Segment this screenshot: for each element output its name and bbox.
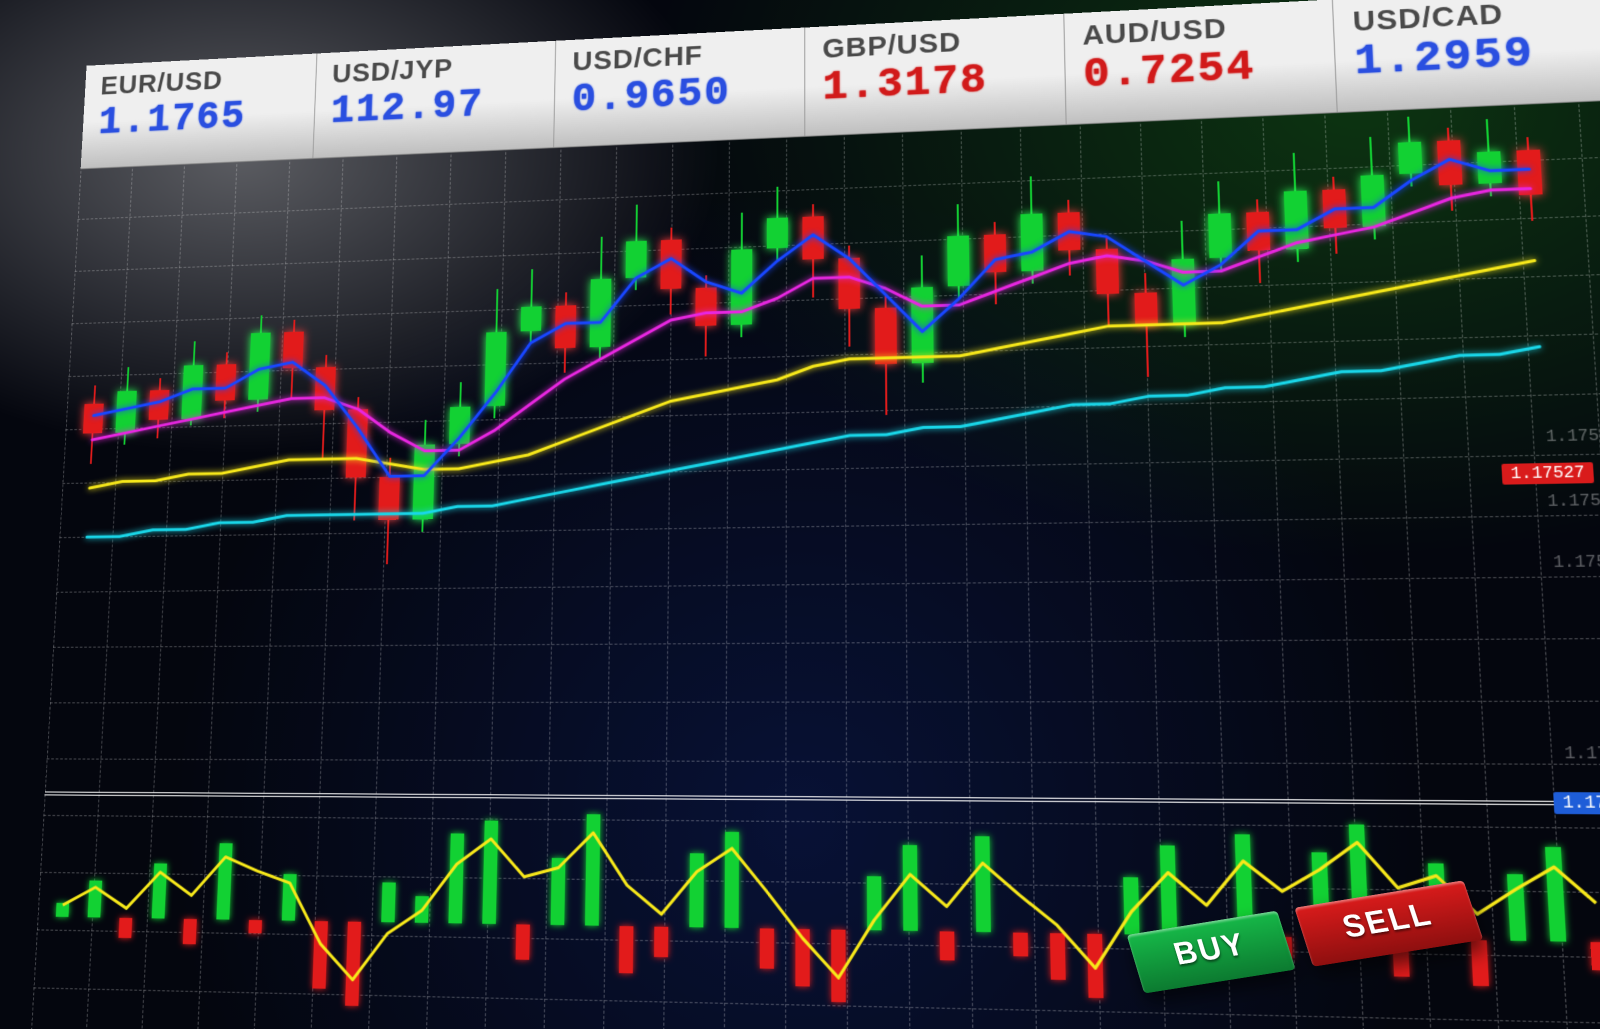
- histogram-bar: [831, 929, 846, 1002]
- histogram-bar: [56, 903, 69, 917]
- histogram-bar: [795, 928, 809, 987]
- candle[interactable]: [731, 212, 753, 337]
- candle[interactable]: [377, 458, 401, 565]
- histogram-bar: [975, 836, 991, 931]
- axis-price-label: 1.1751: [1564, 744, 1600, 764]
- candle[interactable]: [1057, 200, 1081, 277]
- candle[interactable]: [281, 320, 304, 399]
- ticker-cell[interactable]: GBP/USD 1.3178: [805, 14, 1066, 136]
- candle[interactable]: [449, 382, 471, 457]
- histogram-bar: [216, 843, 232, 919]
- candle[interactable]: [875, 294, 898, 415]
- panel-separator: [45, 791, 1600, 805]
- candle[interactable]: [1475, 119, 1503, 197]
- candle[interactable]: [1516, 136, 1545, 221]
- candle[interactable]: [115, 367, 138, 446]
- histogram-bar: [381, 882, 396, 922]
- histogram-bar: [1123, 877, 1139, 934]
- ticker-cell[interactable]: EUR/USD 1.1765: [81, 53, 317, 168]
- buy-button[interactable]: BUY: [1126, 911, 1295, 994]
- axis-price-label: 1.1753: [1547, 491, 1600, 511]
- candle[interactable]: [589, 236, 612, 360]
- histogram-bar: [654, 926, 668, 957]
- histogram-bar: [940, 931, 955, 961]
- candle[interactable]: [838, 246, 860, 347]
- histogram-bar: [1160, 845, 1178, 934]
- candle[interactable]: [554, 292, 576, 373]
- candle[interactable]: [1282, 153, 1309, 263]
- candle[interactable]: [947, 204, 970, 299]
- histogram-bar: [448, 834, 464, 923]
- candle[interactable]: [1246, 199, 1272, 283]
- candle[interactable]: [520, 269, 542, 343]
- histogram-bar: [415, 896, 429, 922]
- histogram-bar: [867, 876, 882, 930]
- candle[interactable]: [767, 186, 788, 261]
- histogram-bar: [118, 917, 132, 938]
- candle[interactable]: [984, 221, 1007, 304]
- histogram-bar: [619, 926, 634, 974]
- histogram-bar: [312, 921, 328, 989]
- histogram-bar: [1471, 940, 1489, 986]
- histogram-bar: [1087, 933, 1103, 998]
- histogram-bar: [152, 863, 168, 918]
- candle[interactable]: [148, 378, 170, 439]
- price-flag: 1.17510: [1553, 792, 1600, 815]
- candle[interactable]: [81, 385, 105, 464]
- histogram-bar: [183, 918, 197, 944]
- candle[interactable]: [412, 420, 436, 533]
- candle[interactable]: [1436, 127, 1464, 212]
- ticker-cell[interactable]: USD/JYP 112.97: [313, 41, 556, 158]
- candle[interactable]: [1397, 116, 1424, 187]
- candle[interactable]: [1170, 221, 1196, 337]
- candle[interactable]: [1322, 176, 1348, 254]
- candle[interactable]: [1134, 273, 1159, 377]
- candle[interactable]: [802, 204, 823, 298]
- candle[interactable]: [1095, 236, 1120, 326]
- candle[interactable]: [344, 397, 368, 521]
- histogram-bar: [88, 880, 103, 917]
- histogram-bar: [551, 858, 566, 924]
- histogram-bar: [345, 921, 361, 1006]
- ticker-cell[interactable]: USD/CHF 0.9650: [554, 27, 805, 147]
- candle[interactable]: [911, 255, 934, 382]
- candle[interactable]: [214, 352, 237, 419]
- histogram-bar: [516, 924, 530, 960]
- candle[interactable]: [625, 204, 647, 290]
- price-flag: 1.17527: [1501, 462, 1594, 484]
- histogram-bar: [248, 919, 262, 933]
- histogram-bar: [689, 853, 704, 927]
- histogram-bar: [760, 928, 774, 969]
- histogram-bar: [724, 832, 739, 928]
- histogram-bar: [1590, 941, 1600, 970]
- histogram-bar: [903, 845, 918, 930]
- histogram-bar: [1507, 874, 1526, 940]
- candle[interactable]: [181, 341, 205, 426]
- candle[interactable]: [660, 227, 682, 314]
- axis-price-label: 1.1755: [1545, 426, 1600, 446]
- candle[interactable]: [1020, 176, 1044, 284]
- candle[interactable]: [1359, 137, 1387, 241]
- histogram-bar: [1545, 847, 1566, 941]
- histogram-bar: [482, 820, 498, 923]
- histogram-bar: [585, 814, 601, 925]
- ticker-cell[interactable]: USD/CAD 1.2959: [1333, 0, 1600, 112]
- axis-price-label: 1.1752: [1553, 552, 1600, 572]
- ticker-cell[interactable]: AUD/USD 0.7254: [1064, 0, 1338, 124]
- histogram-bar: [282, 874, 297, 920]
- candle[interactable]: [1207, 181, 1233, 271]
- candle[interactable]: [312, 355, 336, 460]
- histogram-bar: [1050, 933, 1066, 980]
- candle[interactable]: [248, 315, 272, 412]
- histogram-bar: [1013, 932, 1028, 957]
- candle[interactable]: [484, 289, 508, 419]
- candle[interactable]: [695, 275, 717, 357]
